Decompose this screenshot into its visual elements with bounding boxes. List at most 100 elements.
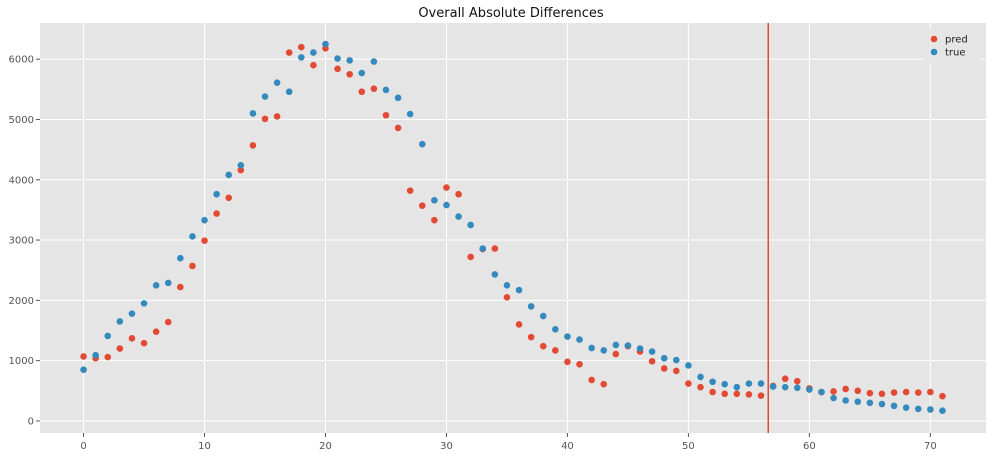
point-pred <box>576 360 583 368</box>
point-true <box>697 373 704 381</box>
y-tick-label: 3000 <box>9 236 34 247</box>
point-pred <box>685 380 692 387</box>
point-pred <box>866 389 874 397</box>
point-true <box>914 405 922 413</box>
point-true <box>660 354 668 362</box>
point-true <box>757 380 765 387</box>
point-pred <box>467 253 474 261</box>
point-pred <box>673 367 680 375</box>
point-true <box>733 383 741 391</box>
point-pred <box>177 283 184 291</box>
point-true <box>866 399 874 407</box>
point-pred <box>418 202 426 209</box>
point-pred <box>648 357 656 365</box>
point-true <box>709 378 716 386</box>
point-pred <box>757 392 765 399</box>
point-true <box>322 40 329 48</box>
data-points <box>80 40 946 414</box>
legend-marker-true <box>930 48 938 56</box>
point-pred <box>902 388 910 396</box>
point-pred <box>503 294 511 301</box>
point-pred <box>249 142 257 149</box>
point-pred <box>285 49 293 56</box>
point-pred <box>431 216 438 224</box>
y-tick-label: 2000 <box>9 296 34 307</box>
point-true <box>890 402 898 410</box>
point-true <box>636 345 644 352</box>
point-pred <box>527 333 535 341</box>
point-pred <box>382 111 390 119</box>
point-true <box>406 110 414 118</box>
y-tick-label: 0 <box>28 416 34 427</box>
point-true <box>673 356 680 364</box>
point-true <box>842 397 849 404</box>
point-true <box>249 110 257 117</box>
point-true <box>552 325 559 333</box>
point-pred <box>781 375 789 383</box>
point-true <box>285 88 293 96</box>
legend-label-true: true <box>945 48 966 59</box>
point-pred <box>406 187 414 194</box>
point-true <box>854 398 862 405</box>
point-pred <box>152 328 160 336</box>
point-pred <box>709 388 716 396</box>
point-true <box>902 404 910 411</box>
point-pred <box>660 365 668 372</box>
point-true <box>793 384 801 392</box>
point-true <box>346 57 353 64</box>
y-tick-label: 1000 <box>9 356 34 367</box>
point-pred <box>588 376 595 384</box>
point-true <box>443 201 450 209</box>
legend-label-pred: pred <box>945 35 968 46</box>
point-true <box>310 49 317 56</box>
series-true <box>80 40 946 414</box>
point-pred <box>830 388 837 395</box>
point-pred <box>189 262 196 270</box>
point-pred <box>721 390 729 398</box>
x-tick-label: 10 <box>198 441 211 452</box>
point-true <box>431 196 438 204</box>
point-pred <box>854 387 862 395</box>
point-true <box>177 254 184 262</box>
point-true <box>491 271 499 278</box>
point-true <box>140 300 148 307</box>
x-tick-label: 0 <box>80 441 86 452</box>
x-tick-label: 50 <box>682 441 695 452</box>
point-pred <box>273 113 281 120</box>
point-pred <box>201 237 208 244</box>
point-pred <box>793 377 801 385</box>
point-true <box>503 281 511 289</box>
point-true <box>189 233 196 240</box>
x-tick-label: 40 <box>561 441 574 452</box>
point-pred <box>745 391 753 398</box>
point-true <box>370 58 378 65</box>
point-pred <box>552 347 559 354</box>
point-pred <box>515 321 523 328</box>
point-true <box>527 303 535 310</box>
point-true <box>612 341 620 349</box>
point-pred <box>358 88 366 96</box>
point-true <box>394 94 402 102</box>
y-tick-label: 4000 <box>9 175 34 186</box>
point-pred <box>128 335 136 342</box>
point-true <box>781 383 789 391</box>
point-pred <box>297 43 305 51</box>
point-pred <box>890 389 898 396</box>
point-true <box>418 140 426 148</box>
point-true <box>92 351 99 359</box>
point-true <box>334 55 341 62</box>
point-true <box>818 388 825 396</box>
point-true <box>600 347 608 354</box>
y-tick-label: 6000 <box>9 55 34 66</box>
point-true <box>515 286 523 294</box>
point-pred <box>491 245 499 252</box>
point-true <box>273 79 281 86</box>
point-true <box>358 69 366 77</box>
grid-lines <box>40 23 986 433</box>
point-pred <box>612 350 620 358</box>
point-true <box>539 312 547 320</box>
legend-marker-pred <box>930 35 938 43</box>
point-true <box>116 318 124 325</box>
point-pred <box>394 124 402 132</box>
